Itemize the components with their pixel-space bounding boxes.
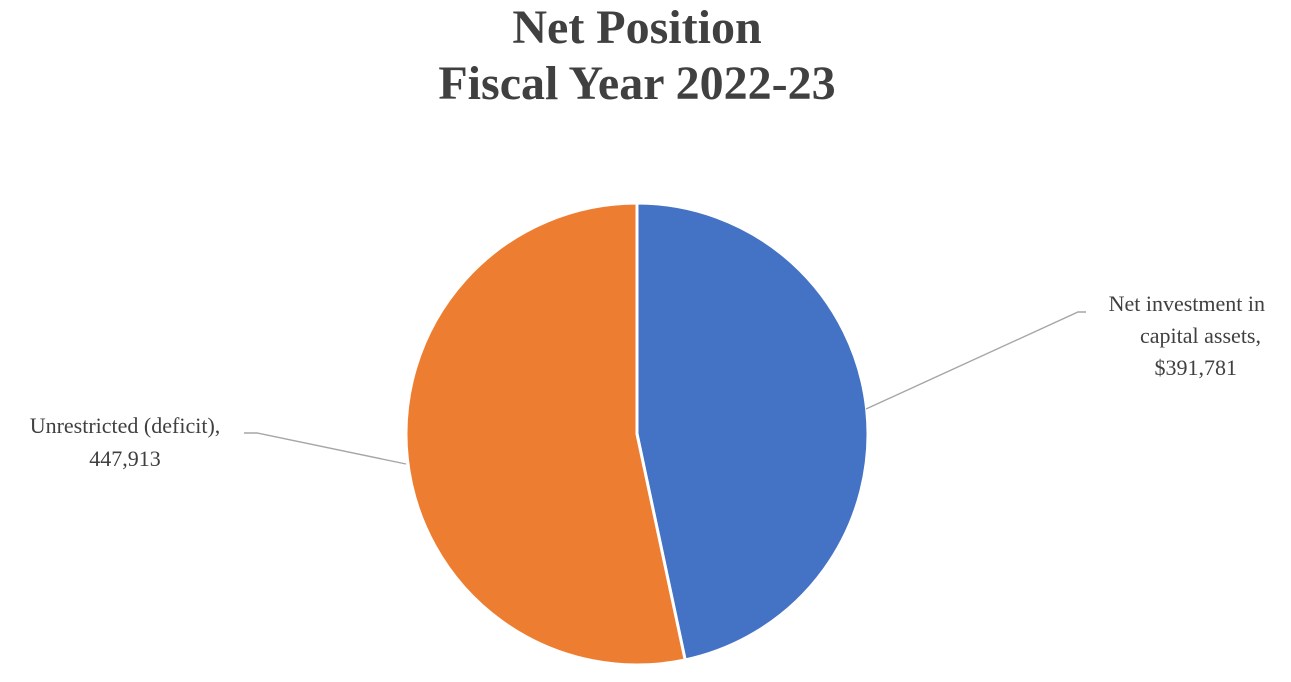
pie-slice-unrestricted: [404, 201, 687, 667]
slice-label-net-investment: Net investment in capital assets, $391,7…: [865, 291, 1265, 410]
slice-label-net-investment-line-3: $391,781: [1155, 355, 1238, 380]
slice-label-net-investment-line-2: capital assets,: [1140, 323, 1261, 348]
pie-slice-net-investment: [635, 201, 870, 662]
slice-label-unrestricted-line-2: 447,913: [89, 446, 161, 471]
chart-title: Net Position Fiscal Year 2022-23: [438, 1, 835, 110]
leader-line-net-investment: [865, 311, 1086, 410]
slice-label-unrestricted-line-1: Unrestricted (deficit),: [30, 413, 221, 438]
chart-title-line-2: Fiscal Year 2022-23: [438, 57, 835, 110]
pie-slices: [404, 201, 870, 667]
slice-label-unrestricted: Unrestricted (deficit), 447,913: [30, 413, 407, 471]
leader-line-unrestricted: [244, 432, 407, 465]
chart-title-line-1: Net Position: [512, 1, 761, 54]
slice-label-net-investment-line-1: Net investment in: [1109, 291, 1265, 316]
